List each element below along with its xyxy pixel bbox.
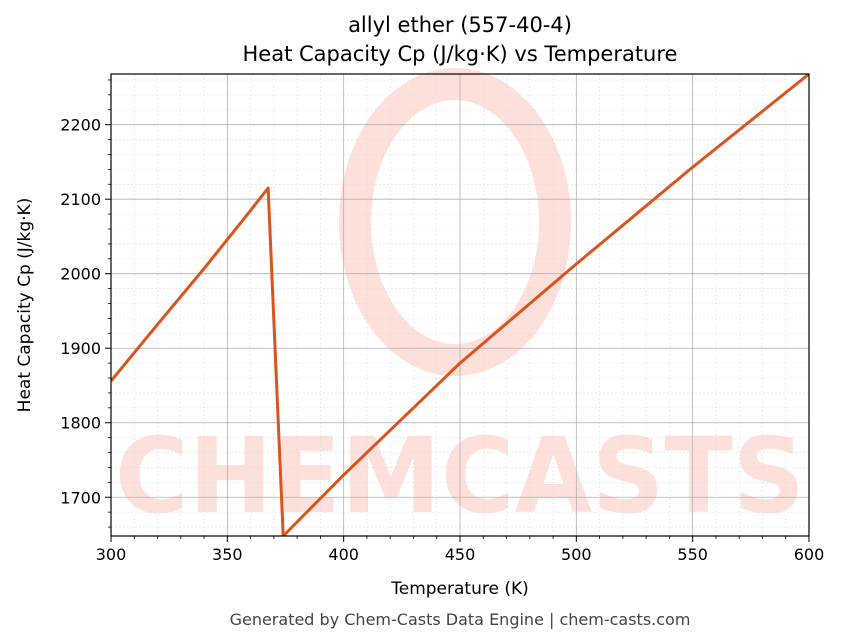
x-axis: 300 350 400 450 500 550 600 — [96, 536, 825, 564]
series-line — [111, 74, 809, 536]
series-layer — [111, 74, 809, 536]
y-tick-label: 2200 — [60, 116, 101, 135]
chart-subtitle: Heat Capacity Cp (J/kg·K) vs Temperature — [243, 42, 678, 66]
y-tick-label: 2000 — [60, 265, 101, 284]
x-tick-label: 400 — [328, 545, 359, 564]
watermark-logo — [339, 68, 571, 376]
y-axis-label: Heat Capacity Cp (J/kg·K) — [15, 198, 35, 413]
x-tick-label: 350 — [212, 545, 243, 564]
chart-title: allyl ether (557-40-4) — [348, 13, 572, 37]
y-tick-label: 1800 — [60, 414, 101, 433]
footer-credit: Generated by Chem-Casts Data Engine | ch… — [230, 610, 691, 629]
x-tick-label: 300 — [96, 545, 127, 564]
x-tick-label: 450 — [445, 545, 476, 564]
y-tick-label: 1700 — [60, 488, 101, 507]
y-tick-label: 1900 — [60, 339, 101, 358]
y-axis: 1700 1800 1900 2000 2100 2200 — [60, 79, 111, 528]
x-tick-label: 600 — [794, 545, 825, 564]
y-tick-label: 2100 — [60, 190, 101, 209]
x-axis-label: Temperature (K) — [390, 579, 529, 599]
x-tick-label: 500 — [561, 545, 592, 564]
x-tick-label: 550 — [677, 545, 708, 564]
